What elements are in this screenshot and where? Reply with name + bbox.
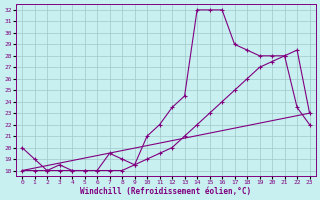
X-axis label: Windchill (Refroidissement éolien,°C): Windchill (Refroidissement éolien,°C): [80, 187, 252, 196]
